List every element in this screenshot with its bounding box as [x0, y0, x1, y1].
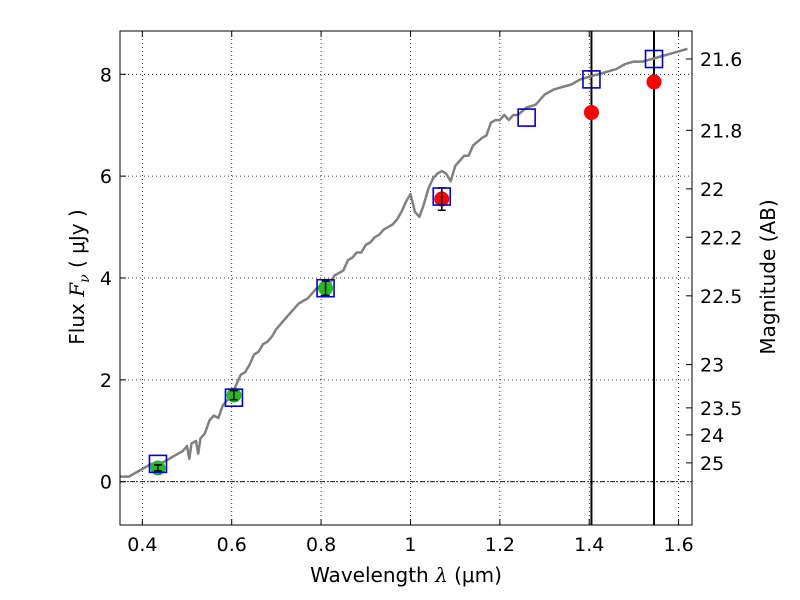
model-square-marker — [316, 278, 335, 298]
model-square-marker — [224, 388, 244, 407]
model-square-marker — [432, 187, 452, 206]
x-tick-label: 1.4 — [574, 534, 604, 556]
x-tick-label: 1.2 — [485, 534, 515, 556]
x-tick-label: 0.8 — [306, 534, 336, 556]
x-tick-label: 1.6 — [663, 534, 693, 556]
data-point — [646, 74, 662, 90]
sed-model-curve — [120, 47, 688, 478]
y-tick-label: 6 — [100, 166, 112, 188]
data-point — [583, 104, 599, 120]
data-series — [120, 47, 688, 478]
y2-tick-label: 23.5 — [700, 398, 742, 420]
grid — [120, 31, 692, 525]
ticks: 0.4 0.6 0.8 1 1.2 1.4 1.60246821.621.82222.222… — [100, 31, 742, 556]
y-tick-label: 4 — [100, 268, 112, 290]
model-square-marker — [582, 70, 601, 89]
model-square-marker — [644, 49, 664, 69]
y-tick-label: 2 — [100, 370, 112, 392]
y2-tick-label: 21.6 — [700, 49, 742, 71]
y2-tick-label: 22.5 — [700, 286, 742, 308]
model-square-marker — [148, 454, 168, 474]
x-axis-title: Wavelength λ (μm) — [310, 563, 502, 587]
y2-axis-title: Magnitude (AB) — [756, 199, 780, 354]
x-tick-label: 0.6 — [217, 534, 247, 556]
y2-tick-label: 21.8 — [700, 120, 742, 142]
y2-tick-label: 22 — [700, 179, 724, 201]
x-tick-label: 0.4 — [127, 534, 157, 556]
y2-tick-label: 24 — [700, 425, 724, 447]
y2-tick-label: 22.2 — [700, 227, 742, 249]
y-tick-label: 0 — [100, 472, 112, 494]
model-square-marker — [517, 108, 536, 127]
y2-tick-label: 23 — [700, 355, 724, 377]
y-axis-title: Flux Fν ( μJy ) — [65, 209, 93, 344]
x-tick-label: 1 — [404, 534, 416, 556]
plot-frame — [119, 30, 693, 526]
y-tick-label: 8 — [100, 64, 112, 86]
y2-tick-label: 25 — [700, 453, 724, 475]
